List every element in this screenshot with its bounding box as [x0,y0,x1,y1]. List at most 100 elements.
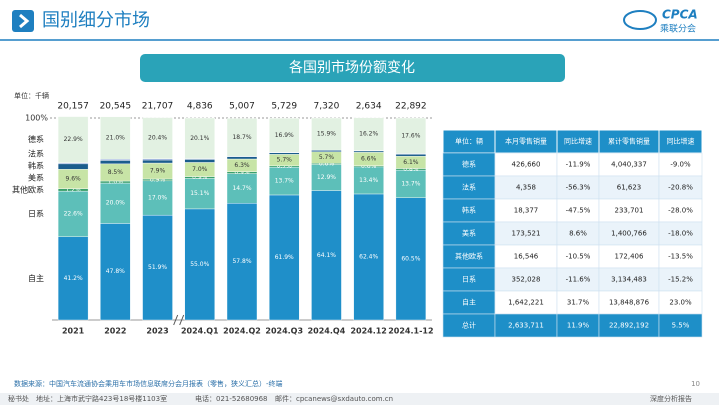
series-label: 法系 [28,148,44,158]
table-cell-text: -15.2% [668,276,693,284]
bar-segment [353,117,384,151]
table-cell-text: 4,358 [516,184,536,192]
bar-segment [269,167,300,196]
table-cell-text: 172,406 [615,253,644,261]
x-tick-label: 2024.Q2 [223,327,261,336]
segment-label: 21.0% [106,134,125,141]
footer-org: 秘书处 [8,394,29,403]
segment-label: 41.2% [64,275,83,282]
segment-label: 47.8% [106,268,125,275]
bar-segment [311,190,342,321]
x-tick-label: 2024.Q4 [308,327,346,336]
table-cell-text: 426,660 [512,161,541,169]
bar-segment [142,117,173,160]
table-header-text: 同比增速 [564,137,592,146]
table-header-text: 累计零售销量 [608,137,650,146]
footer-report: 深度分析报告 [650,394,692,403]
segment-label: 0.9% [234,169,250,176]
bar-segment [142,180,173,216]
table-cell-text: 22,892,192 [609,322,649,330]
segment-label: 22.6% [64,210,83,217]
bar-segment [269,118,300,153]
table-cell-text: -18.0% [668,230,693,238]
footer-phone: 电话：021-52680968 [195,394,268,403]
segment-label: 13.4% [359,177,378,184]
series-label: 其他欧系 [12,184,44,194]
segment-label: 5.7% [319,154,335,161]
segment-label: 5.7% [277,157,293,164]
bar-segment [311,117,342,151]
segment-label: 6.1% [403,159,419,166]
table-cell-text: 18,377 [514,207,539,215]
table-header-text: 同比增速 [667,137,695,146]
segment-label: 18.7% [232,134,251,141]
table-cell-text: -10.5% [566,253,591,261]
segment-label: 0.7% [277,163,293,170]
bar-segment [142,214,173,321]
table-cell-text: 352,028 [512,276,541,284]
table-cell-text: 31.7% [567,299,590,307]
table-cell-text: 其他欧系 [455,252,483,261]
bar-segment [57,116,89,164]
title-icon [12,10,34,32]
bar-segment [184,178,215,210]
segment-label: 60.5% [401,255,420,262]
segment-label: 0.9% [150,176,166,183]
segment-label: 15.1% [190,190,209,197]
segment-label: 6.3% [234,162,250,169]
x-tick-label: 2021 [62,327,85,336]
logo-mark [623,10,657,30]
segment-label: 20.1% [190,135,209,142]
segment-label: 0.6% [361,163,377,170]
segment-label: 7.9% [150,168,166,175]
table-cell-text: 13,848,876 [609,299,650,307]
table-cell-text: 总计 [462,321,476,330]
segment-label: 0.9% [192,174,208,181]
segment-label: 13.7% [275,178,294,185]
table-cell-text: -47.5% [566,207,591,215]
total-label: 4,836 [187,102,213,112]
segment-label: 16.9% [275,132,294,139]
segment-label: 22.9% [64,136,83,143]
segment-label: 62.4% [359,253,378,260]
table-cell-text: 3,134,483 [611,276,647,284]
series-label: 日系 [28,208,44,218]
bar-segment [226,173,258,204]
bar-segment [57,236,89,321]
bar-segment [395,117,427,154]
table-cell-text: 4,040,337 [611,161,647,169]
total-label: 2,634 [356,102,382,112]
bar-segment [57,163,89,170]
bar-segment [353,150,384,153]
bar-segment [100,160,131,165]
segment-label: 57.8% [232,258,251,265]
unit-label: 单位：千辆 [14,91,49,100]
series-label: 美系 [28,172,44,182]
bar-segment [226,156,258,160]
segment-label: 61.9% [275,254,294,261]
bar-segment [395,153,427,157]
segment-label: 64.1% [317,252,336,259]
bar-segment [269,152,300,155]
bar-segment [100,223,131,321]
segment-label: 0.6% [319,160,335,167]
segment-label: 12.9% [317,174,336,181]
source-note: 数据来源：中国汽车流通协会乘用车市场信息联席分会月报表（零售，狭义汇总）-终端 [14,379,283,388]
bar-segment [184,208,215,321]
x-tick-label: 2022 [104,327,126,336]
axis-break [173,314,185,326]
table-cell-text: -9.0% [670,161,691,169]
bar-segment [311,150,342,152]
table-cell-text: 自主 [462,298,476,307]
table-cell-text: 16,546 [514,253,539,261]
table-cell-text: 5.5% [672,322,690,330]
x-tick-label: 2023 [146,327,168,336]
total-label: 21,707 [142,102,174,112]
table-cell-text: -13.5% [668,253,693,261]
bar-segment [142,159,173,164]
table-cell-text: 美系 [462,229,476,238]
banner-text: 各国别市场份额变化 [289,59,415,76]
footer-email: 邮件：cpcanews@sxdauto.com.cn [275,394,393,403]
bar-segment [269,194,300,321]
